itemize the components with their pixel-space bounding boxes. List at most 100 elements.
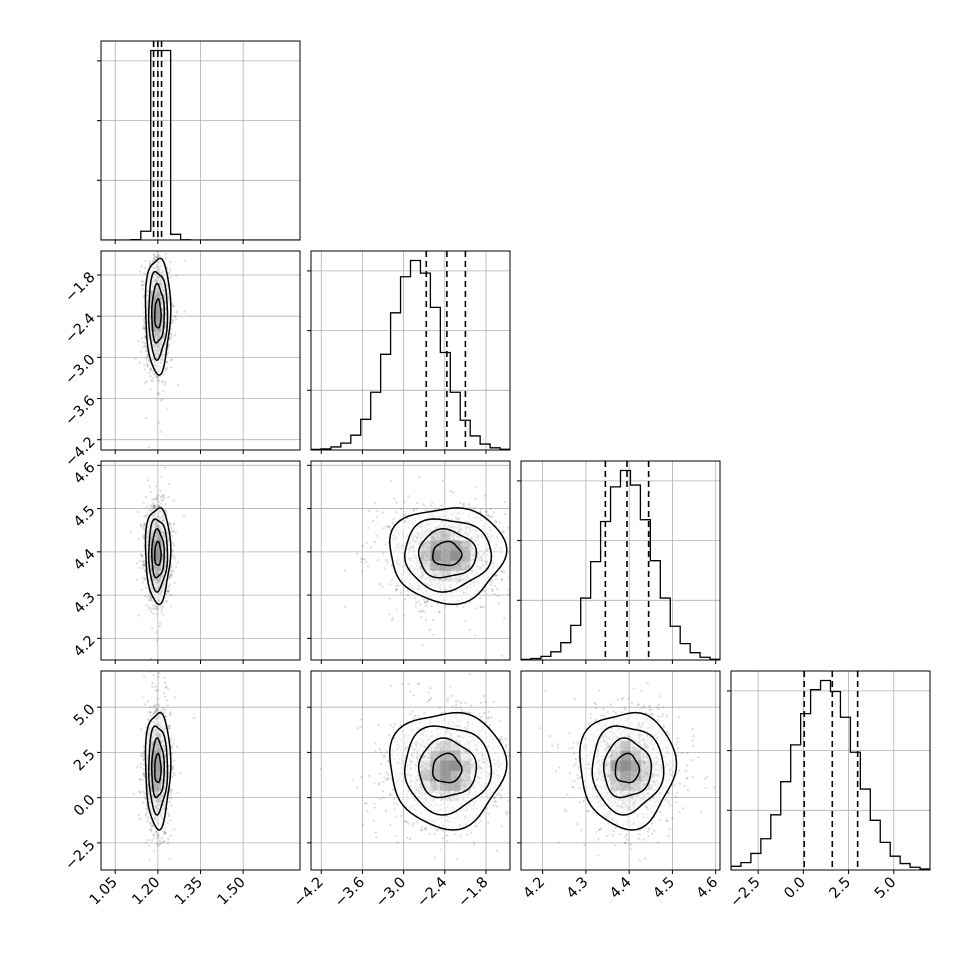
scatter-point <box>169 573 172 577</box>
scatter-point <box>473 506 477 510</box>
scatter-point <box>388 597 391 600</box>
scatter-point <box>142 295 146 298</box>
scatter-point <box>522 548 524 550</box>
scatter-point <box>159 842 163 845</box>
scatter-point <box>381 585 384 588</box>
scatter-point <box>395 608 398 611</box>
scatter-point <box>386 561 389 564</box>
scatter-point <box>383 567 386 570</box>
scatter-point <box>168 268 172 271</box>
scatter-point <box>154 505 157 509</box>
scatter-point <box>161 613 165 616</box>
scatter-point <box>152 607 156 611</box>
scatter-point <box>164 502 167 506</box>
scatter-point <box>176 791 179 794</box>
scatter-point <box>166 687 170 690</box>
scatter-point <box>432 633 435 636</box>
scatter-point <box>495 577 498 581</box>
scatter-point <box>156 497 159 501</box>
contour-line <box>144 507 172 606</box>
scatter-point <box>496 594 500 598</box>
scatter-point <box>157 421 160 424</box>
scatter-point <box>478 596 482 600</box>
scatter-point <box>142 771 146 775</box>
scatter-point <box>148 598 152 601</box>
x-tick-label: 5.0 <box>872 874 900 902</box>
scatter-point <box>149 596 152 600</box>
scatter-point <box>143 342 147 345</box>
scatter-point <box>525 509 527 511</box>
scatter-point <box>490 580 493 584</box>
scatter-point <box>167 590 170 593</box>
scatter-point <box>171 574 174 578</box>
scatter-point <box>487 514 490 517</box>
scatter-point <box>152 373 156 376</box>
scatter-point <box>500 654 503 658</box>
scatter-point <box>168 713 172 716</box>
scatter-point <box>513 548 515 550</box>
contour-line <box>417 527 478 579</box>
scatter-point <box>145 513 148 517</box>
scatter-point <box>168 522 172 525</box>
scatter-point <box>155 375 158 379</box>
scatter-point <box>164 257 168 260</box>
scatter-point <box>156 376 159 379</box>
scatter-point <box>154 498 157 501</box>
x-tick-label: −2.5 <box>728 874 764 910</box>
scatter-point <box>156 255 159 259</box>
scatter-point <box>485 509 488 512</box>
scatter-point <box>141 564 144 567</box>
scatter-point <box>147 359 150 362</box>
scatter-point <box>167 585 171 589</box>
scatter-point <box>172 544 176 547</box>
scatter-point <box>153 605 157 609</box>
scatter-point <box>507 592 510 596</box>
scatter-point <box>143 514 146 518</box>
scatter-point <box>154 685 157 688</box>
scatter-point <box>449 489 452 493</box>
scatter-point <box>174 531 177 534</box>
scatter-point <box>507 588 510 591</box>
contour-line <box>147 270 169 362</box>
scatter-point <box>391 522 394 525</box>
scatter-point <box>148 595 152 598</box>
scatter-point <box>141 535 145 538</box>
scatter-point <box>143 344 146 348</box>
scatter-point <box>169 336 172 340</box>
scatter-point <box>163 691 166 695</box>
scatter-point <box>161 498 165 502</box>
scatter-point <box>375 516 379 519</box>
scatter-point <box>388 613 391 616</box>
scatter-point <box>526 525 528 527</box>
scatter-point <box>136 765 139 769</box>
scatter-point <box>172 530 175 533</box>
scatter-point <box>515 531 517 533</box>
scatter-point <box>143 364 146 367</box>
scatter-point <box>388 583 392 586</box>
scatter-point <box>171 302 174 306</box>
scatter-point <box>381 511 385 514</box>
scatter-point <box>462 504 465 508</box>
scatter-point <box>144 841 148 845</box>
scatter-point <box>173 557 176 560</box>
scatter-point <box>165 367 169 370</box>
contour-line <box>389 507 508 606</box>
scatter-point <box>170 563 174 567</box>
scatter-point <box>152 504 156 507</box>
scatter-point <box>421 503 425 506</box>
scatter-point <box>422 610 426 614</box>
histogram-step-line <box>731 679 930 870</box>
scatter-point <box>142 327 145 330</box>
scatter-point <box>169 359 173 362</box>
scatter-point <box>385 525 388 528</box>
scatter-point <box>148 485 151 488</box>
scatter-point <box>503 617 506 620</box>
scatter-point <box>175 310 179 314</box>
scatter-point <box>145 362 149 365</box>
scatter-point <box>343 605 347 608</box>
scatter-point <box>434 507 437 511</box>
scatter-point <box>145 603 148 607</box>
scatter-point <box>479 508 483 511</box>
scatter-point <box>388 525 391 528</box>
